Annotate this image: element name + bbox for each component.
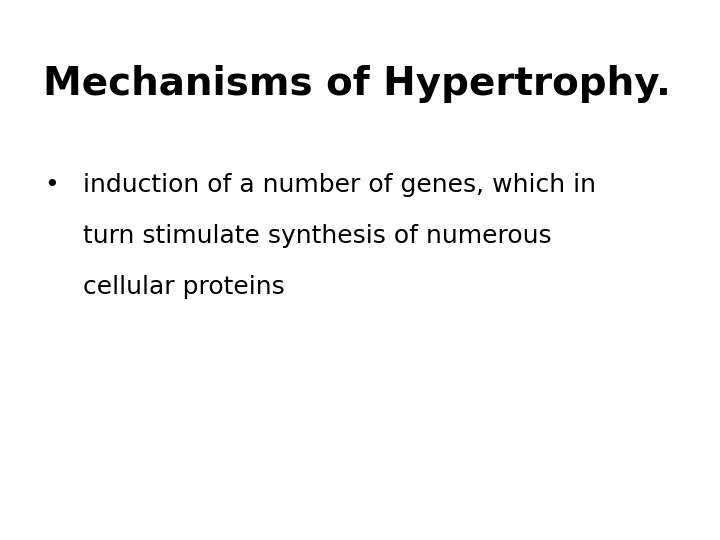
- Text: Mechanisms of Hypertrophy.: Mechanisms of Hypertrophy.: [43, 65, 671, 103]
- Text: •: •: [45, 173, 59, 197]
- Text: induction of a number of genes, which in: induction of a number of genes, which in: [83, 173, 596, 197]
- Text: cellular proteins: cellular proteins: [83, 275, 284, 299]
- Text: turn stimulate synthesis of numerous: turn stimulate synthesis of numerous: [83, 224, 552, 248]
